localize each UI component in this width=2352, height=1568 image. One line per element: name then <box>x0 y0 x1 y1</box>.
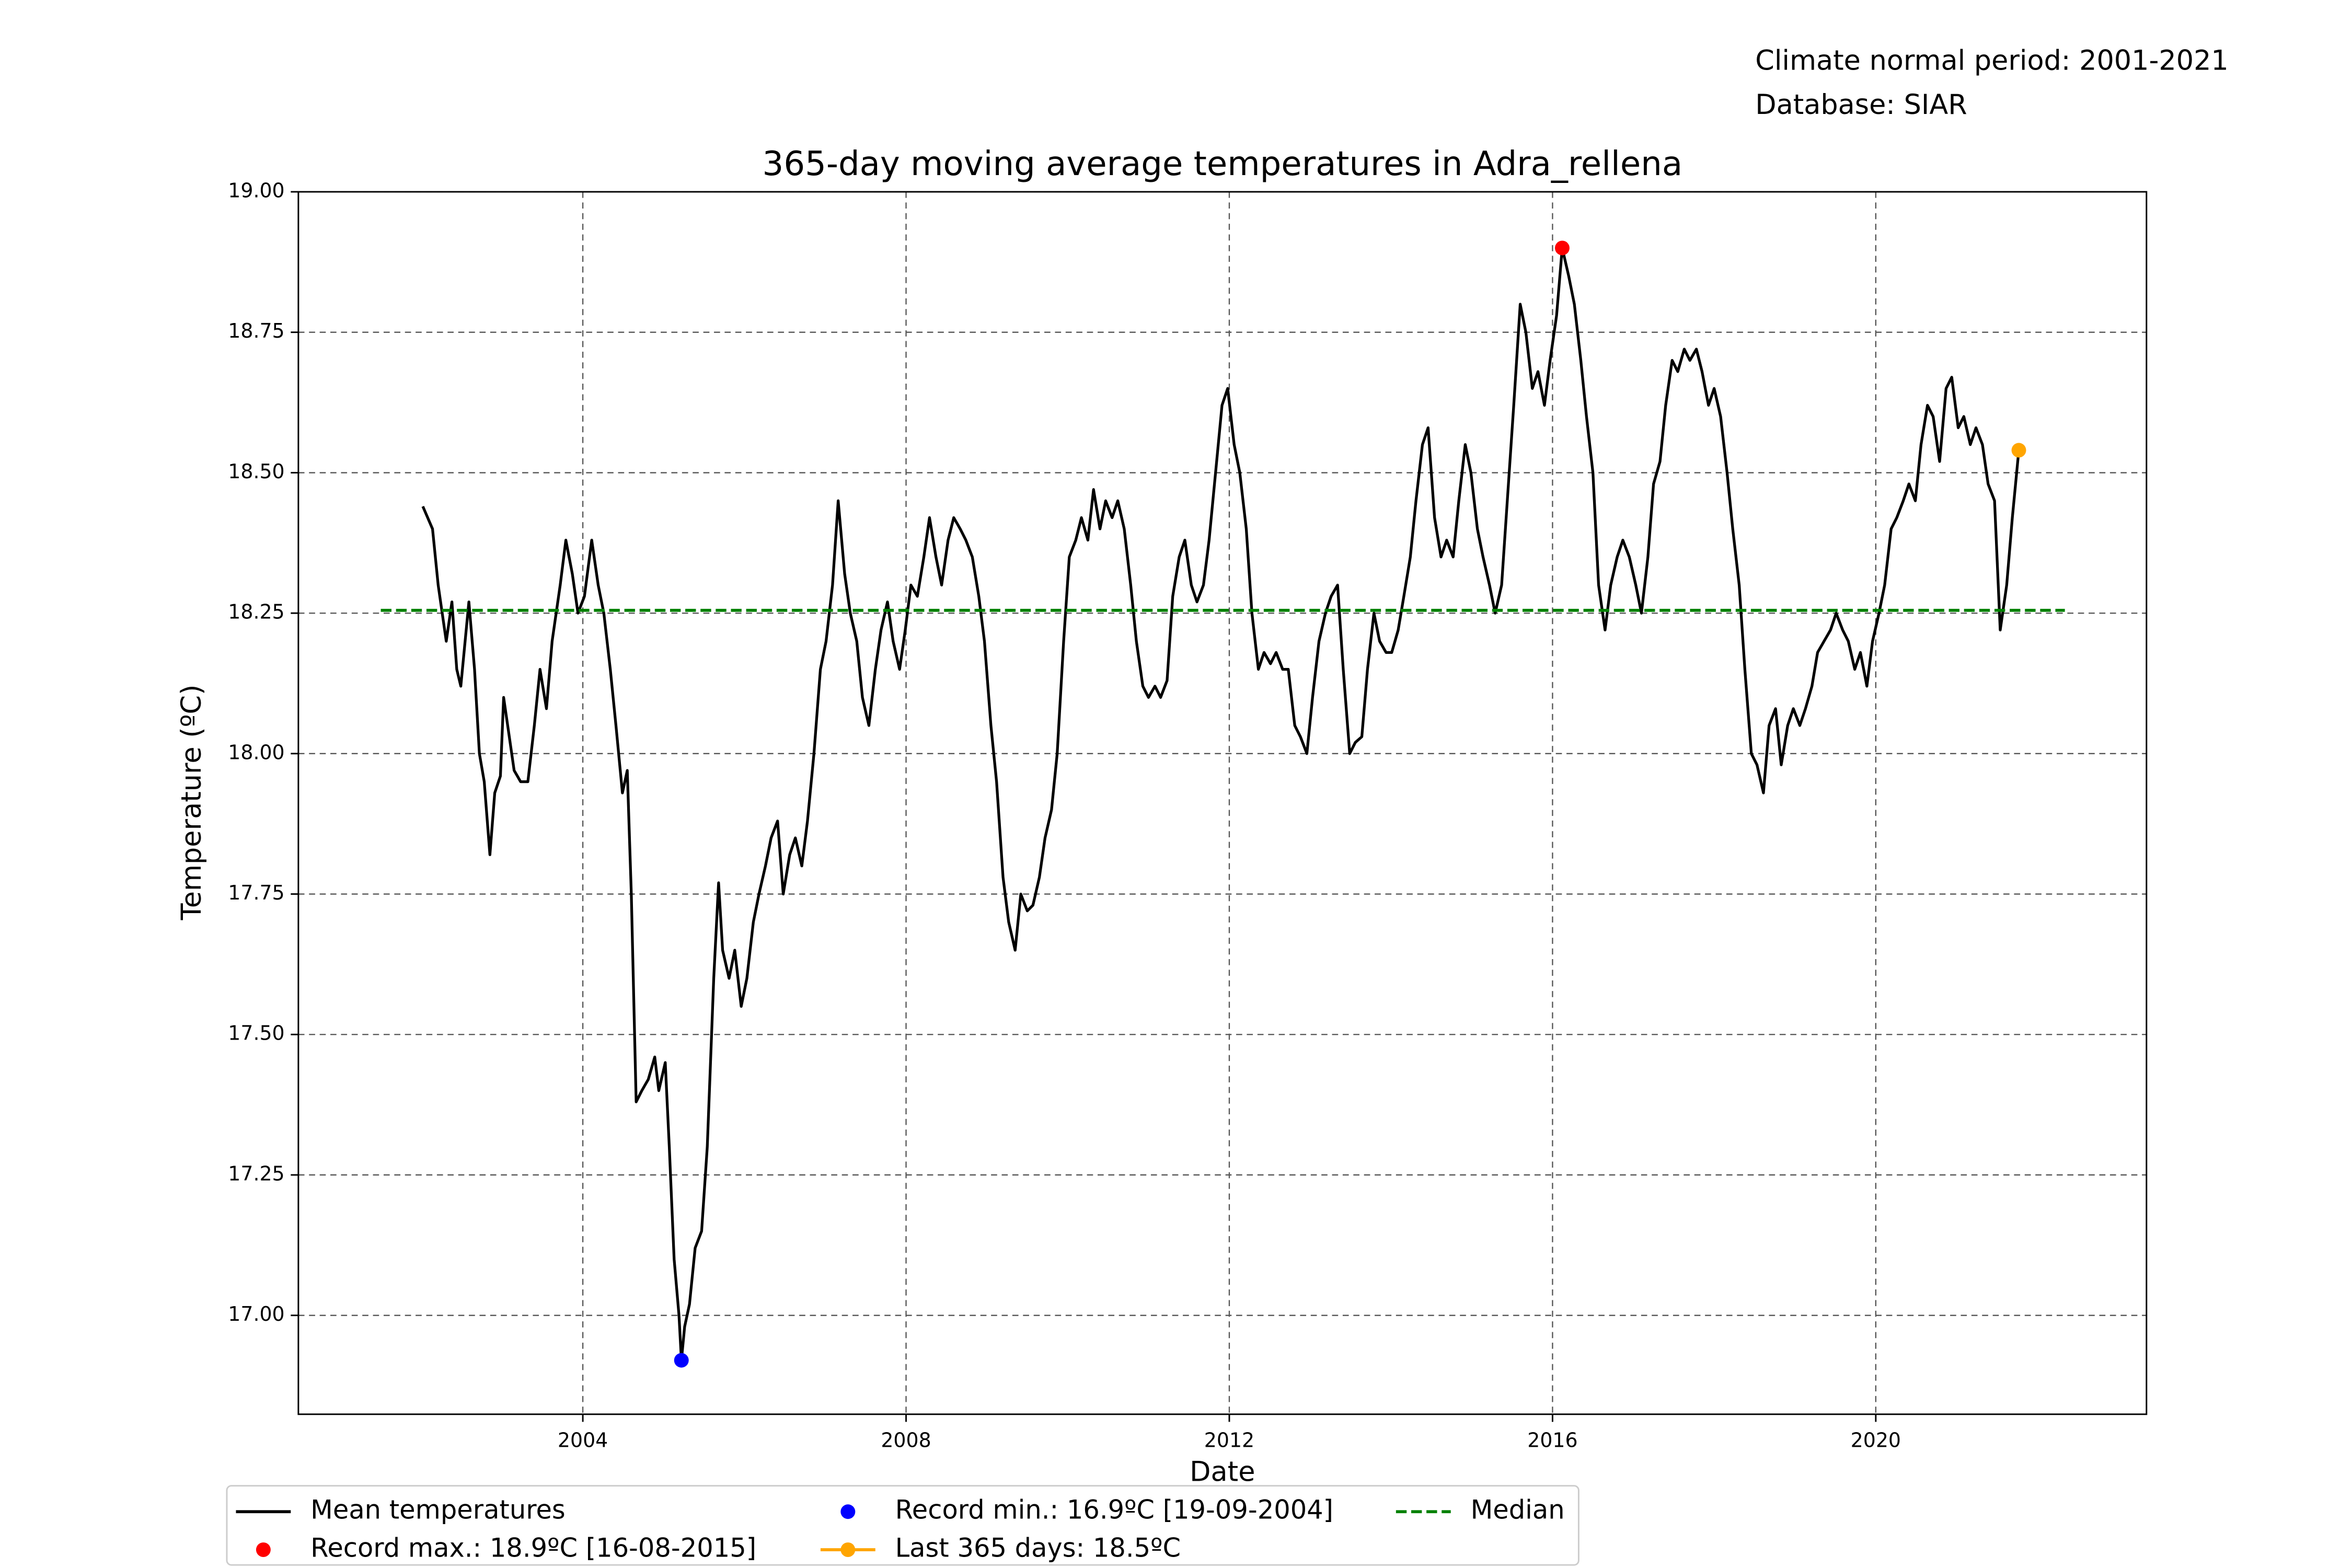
x-tick-label: 2016 <box>1527 1429 1577 1452</box>
y-tick-label: 18.00 <box>228 741 284 764</box>
y-tick-label: 18.75 <box>228 319 284 342</box>
y-tick-label: 17.75 <box>228 881 284 904</box>
legend-dot <box>840 1542 856 1558</box>
x-tick-label: 2004 <box>558 1429 608 1452</box>
data-point <box>674 1353 689 1368</box>
plot-frame <box>297 191 2148 1415</box>
x-axis-label: Date <box>1190 1456 1255 1488</box>
annotation: Climate normal period: 2001-2021 <box>1755 44 2229 76</box>
data-point <box>1554 240 1570 256</box>
legend-dot <box>256 1542 271 1558</box>
legend-box <box>226 1485 1579 1566</box>
data-line <box>421 246 2021 1362</box>
y-tick-label: 19.00 <box>228 179 284 202</box>
data-point <box>2011 443 2026 458</box>
legend-dot <box>840 1504 856 1519</box>
x-tick-label: 2008 <box>881 1429 931 1452</box>
x-tick-label: 2020 <box>1851 1429 1901 1452</box>
x-tick-label: 2012 <box>1204 1429 1254 1452</box>
y-tick-label: 18.50 <box>228 460 284 483</box>
y-tick-label: 17.50 <box>228 1022 284 1045</box>
y-tick-label: 17.25 <box>228 1162 284 1185</box>
legend-label: Last 365 days: 18.5ºC <box>895 1533 1181 1563</box>
annotation: Database: SIAR <box>1755 89 1967 121</box>
y-axis-label: Temperature (ºC) <box>176 685 207 921</box>
legend-label: Record max.: 18.9ºC [16-08-2015] <box>310 1533 756 1563</box>
y-tick-label: 17.00 <box>228 1302 284 1325</box>
legend-label: Mean temperatures <box>310 1495 566 1525</box>
chart-title: 365-day moving average temperatures in A… <box>763 145 1683 183</box>
legend-label: Record min.: 16.9ºC [19-09-2004] <box>895 1495 1333 1525</box>
legend-label: Median <box>1471 1495 1565 1525</box>
y-tick-label: 18.25 <box>228 601 284 624</box>
